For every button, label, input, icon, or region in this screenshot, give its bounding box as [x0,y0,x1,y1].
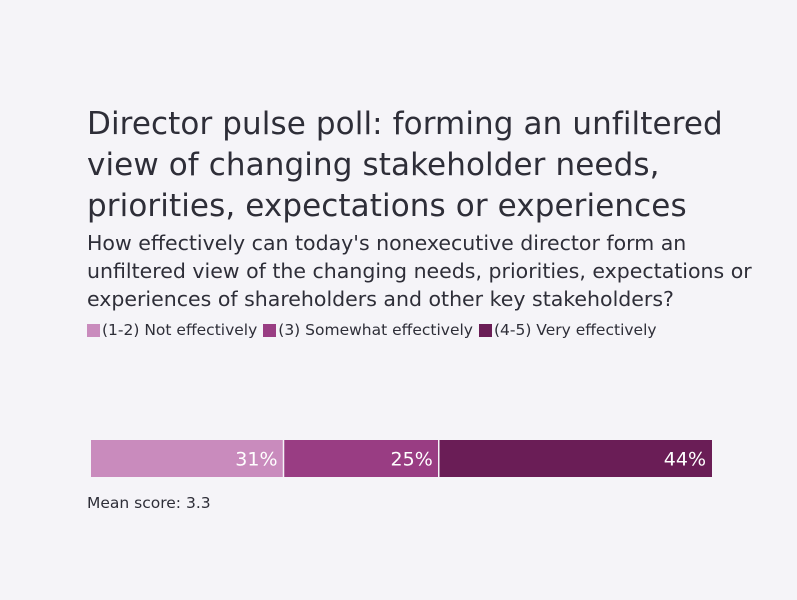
stacked-bar-svg: 31% 25% 44% [91,440,712,477]
chart-subtitle: How effectively can today's nonexecutive… [87,231,752,311]
legend-item: (1-2) Not effectively [87,320,257,340]
bar-segment [438,440,712,477]
legend-swatch [478,323,492,337]
data-label: 31% [235,449,277,471]
data-label: 44% [664,449,706,471]
legend-label: (3) Somewhat effectively [278,321,473,339]
bar-segment [283,440,439,477]
legend-item: (4-5) Very effectively [478,320,657,340]
stacked-bar: 31% 25% 44% [91,440,712,477]
legend-item: (3) Somewhat effectively [263,320,473,340]
mean-score-annotation: Mean score: 3.3 [87,494,211,512]
chart-header: Director pulse poll: forming an unfilter… [87,104,767,340]
legend-label: (1-2) Not effectively [102,321,258,339]
legend-label: (4-5) Very effectively [493,321,657,339]
bar-segment [91,440,284,477]
data-label: 25% [391,449,433,471]
legend-swatch [263,323,277,337]
chart-legend: (1-2) Not effectively (3) Somewhat effect… [87,320,767,340]
chart-title: Director pulse poll: forming an unfilter… [87,106,723,224]
legend-swatch [87,323,100,337]
